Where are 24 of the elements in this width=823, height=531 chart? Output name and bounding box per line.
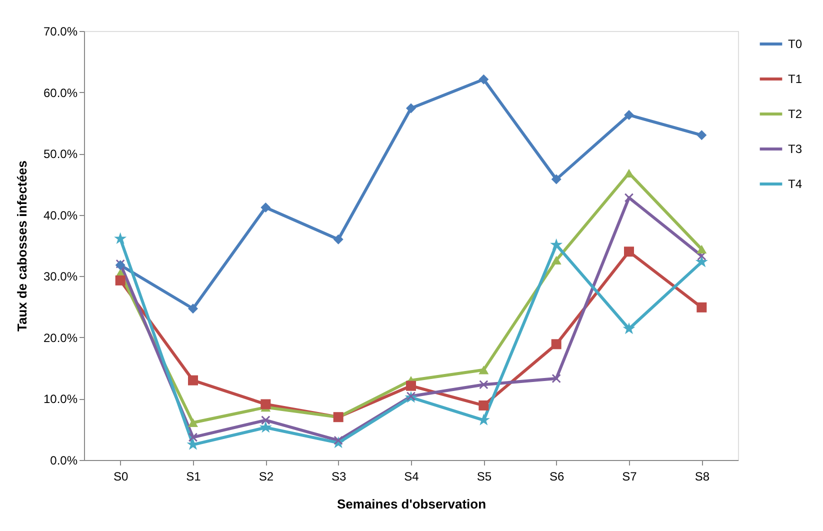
y-tick-label: 40.0%	[43, 208, 78, 222]
legend-label: T3	[788, 142, 802, 156]
legend-label: T1	[788, 72, 802, 86]
x-tick-label: S8	[694, 470, 710, 484]
x-tick-label: S3	[331, 470, 346, 484]
x-tick-label: S4	[404, 470, 420, 484]
y-tick-label: 30.0%	[43, 270, 78, 284]
x-tick-label: S6	[549, 470, 564, 484]
y-tick-label: 50.0%	[43, 147, 78, 162]
y-tick-label: 20.0%	[43, 330, 78, 345]
y-tick-label: 0.0%	[50, 454, 78, 468]
x-tick-label: S1	[186, 470, 202, 484]
legend-label: T0	[788, 37, 802, 51]
y-axis-title: Taux de cabosses infectées	[14, 160, 30, 332]
y-tick-label: 10.0%	[43, 392, 78, 406]
x-axis-title: Semaines d'observation	[336, 496, 486, 512]
x-tick-label: S7	[622, 470, 638, 484]
y-tick-label: 60.0%	[43, 86, 78, 100]
x-tick-label: S5	[476, 470, 492, 484]
legend-label: T2	[788, 107, 802, 121]
x-tick-label: S2	[258, 470, 274, 484]
x-tick-label: S0	[113, 470, 128, 484]
y-tick-label: 70.0%	[43, 24, 78, 38]
legend-label: T4	[788, 177, 802, 191]
